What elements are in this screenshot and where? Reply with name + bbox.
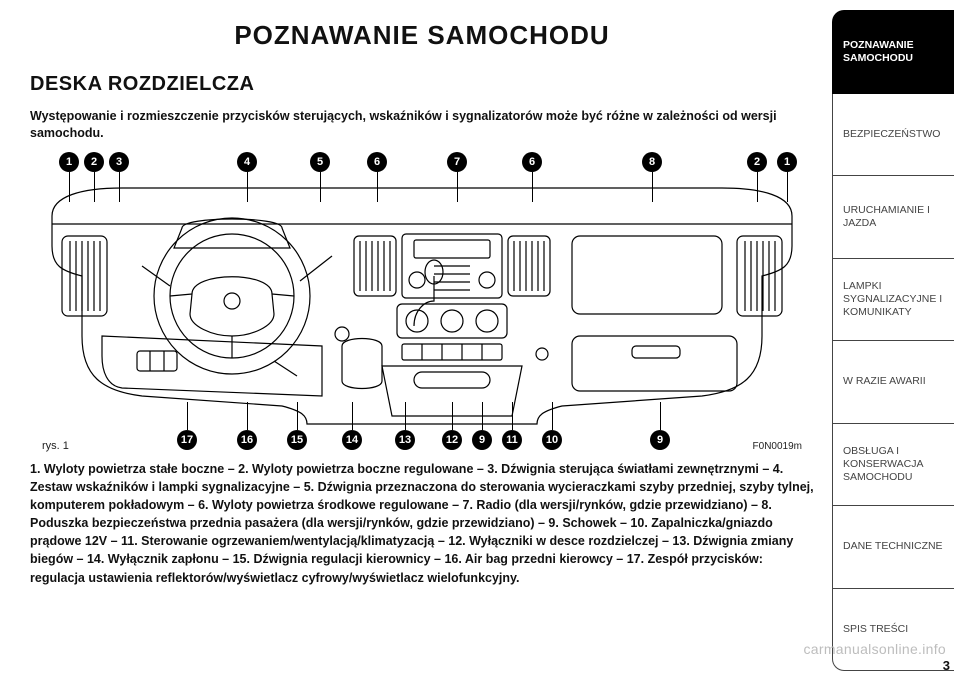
dashboard-figure: 12345676821 [42, 152, 802, 452]
callout-9: 9 [472, 430, 492, 450]
leader-line [187, 402, 188, 430]
leader-line [552, 402, 553, 430]
callout-15: 15 [287, 430, 307, 450]
callout-16: 16 [237, 430, 257, 450]
callout-7: 7 [447, 152, 467, 172]
callout-17: 17 [177, 430, 197, 450]
figure-label: rys. 1 [42, 440, 69, 452]
manual-page: POZNAWANIE SAMOCHODU DESKA ROZDZIELCZA W… [0, 0, 960, 677]
intro-text: Występowanie i rozmieszczenie przycisków… [30, 108, 814, 142]
tab-spis[interactable]: SPIS TREŚCI [832, 589, 954, 672]
callout-10: 10 [542, 430, 562, 450]
leader-line [352, 402, 353, 430]
leader-line [247, 402, 248, 430]
callout-1: 1 [777, 152, 797, 172]
leader-line [405, 402, 406, 430]
leader-line [512, 402, 513, 430]
callout-12: 12 [442, 430, 462, 450]
callout-13: 13 [395, 430, 415, 450]
dashboard-illustration [42, 176, 802, 428]
section-tabs: POZNAWANIE SAMOCHODU BEZPIECZEŃSTWO URUC… [832, 0, 960, 677]
main-content: POZNAWANIE SAMOCHODU DESKA ROZDZIELCZA W… [0, 0, 832, 677]
tab-dane[interactable]: DANE TECHNICZNE [832, 506, 954, 589]
callout-11: 11 [502, 430, 522, 450]
tab-poznawanie[interactable]: POZNAWANIE SAMOCHODU [832, 10, 954, 94]
callout-9: 9 [650, 430, 670, 450]
callout-4: 4 [237, 152, 257, 172]
leader-line [297, 402, 298, 430]
tab-bezpieczenstwo[interactable]: BEZPIECZEŃSTWO [832, 94, 954, 177]
page-title: POZNAWANIE SAMOCHODU [30, 20, 814, 51]
leader-line [452, 402, 453, 430]
leader-line [660, 402, 661, 430]
watermark: carmanualsonline.info [804, 641, 947, 657]
callout-1: 1 [59, 152, 79, 172]
figure-legend: 1. Wyloty powietrza stałe boczne – 2. Wy… [30, 460, 814, 587]
tab-awaria[interactable]: W RAZIE AWARII [832, 341, 954, 424]
tab-uruchamianie[interactable]: URUCHAMIANIE I JAZDA [832, 176, 954, 259]
figure-code: F0N0019m [753, 441, 802, 452]
leader-line [482, 402, 483, 430]
callout-14: 14 [342, 430, 362, 450]
tab-obsluga[interactable]: OBSŁUGA I KONSERWACJA SAMOCHODU [832, 424, 954, 507]
tab-lampki[interactable]: LAMPKI SYGNALIZACYJNE I KOMUNIKATY [832, 259, 954, 342]
callout-8: 8 [642, 152, 662, 172]
section-title: DESKA ROZDZIELCZA [30, 73, 814, 96]
callout-6: 6 [367, 152, 387, 172]
callout-2: 2 [747, 152, 767, 172]
callout-2: 2 [84, 152, 104, 172]
page-number: 3 [943, 658, 950, 673]
callout-5: 5 [310, 152, 330, 172]
callout-6: 6 [522, 152, 542, 172]
callout-3: 3 [109, 152, 129, 172]
